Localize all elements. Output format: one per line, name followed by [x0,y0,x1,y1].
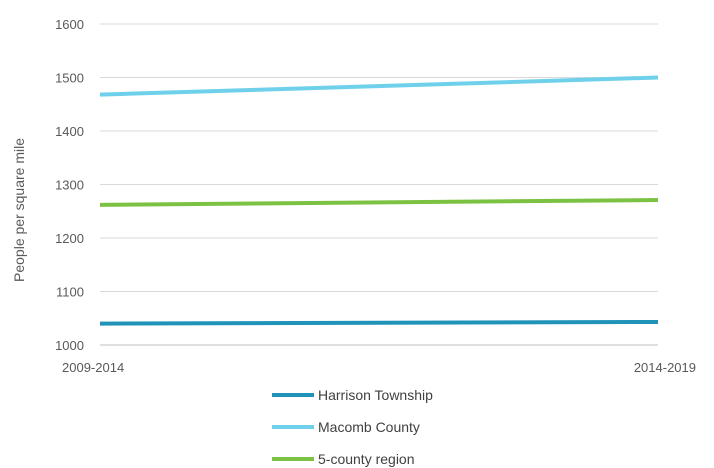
series-line [99,75,659,97]
legend-item: Harrison Township [272,387,433,403]
y-tick-label: 1600 [55,17,84,32]
gridlines [100,23,658,346]
y-tick-label: 1000 [55,338,84,353]
y-tick-label: 1100 [56,285,84,300]
x-tick-label: 2009-2014 [62,360,124,375]
legend-item: 5-county region [272,451,415,467]
y-tick-label: 1400 [55,124,84,139]
y-axis-ticks: 1000 1100 1200 1300 1400 1500 1600 [55,17,84,353]
x-axis-ticks: 2009-2014 2014-2019 [62,360,696,375]
x-tick-label: 2014-2019 [634,360,696,375]
legend: Harrison Township Macomb County 5-county r… [272,387,433,467]
legend-label: Macomb County [318,419,420,435]
y-axis-label: People per square mile [11,138,27,282]
y-tick-label: 1500 [55,71,84,86]
legend-item: Macomb County [272,419,420,435]
legend-label: 5-county region [318,451,415,467]
series-line [99,319,659,326]
series-lines [99,75,659,326]
legend-label: Harrison Township [318,387,433,403]
y-tick-label: 1300 [55,178,84,193]
series-line [99,198,659,207]
y-tick-label: 1200 [55,231,84,246]
